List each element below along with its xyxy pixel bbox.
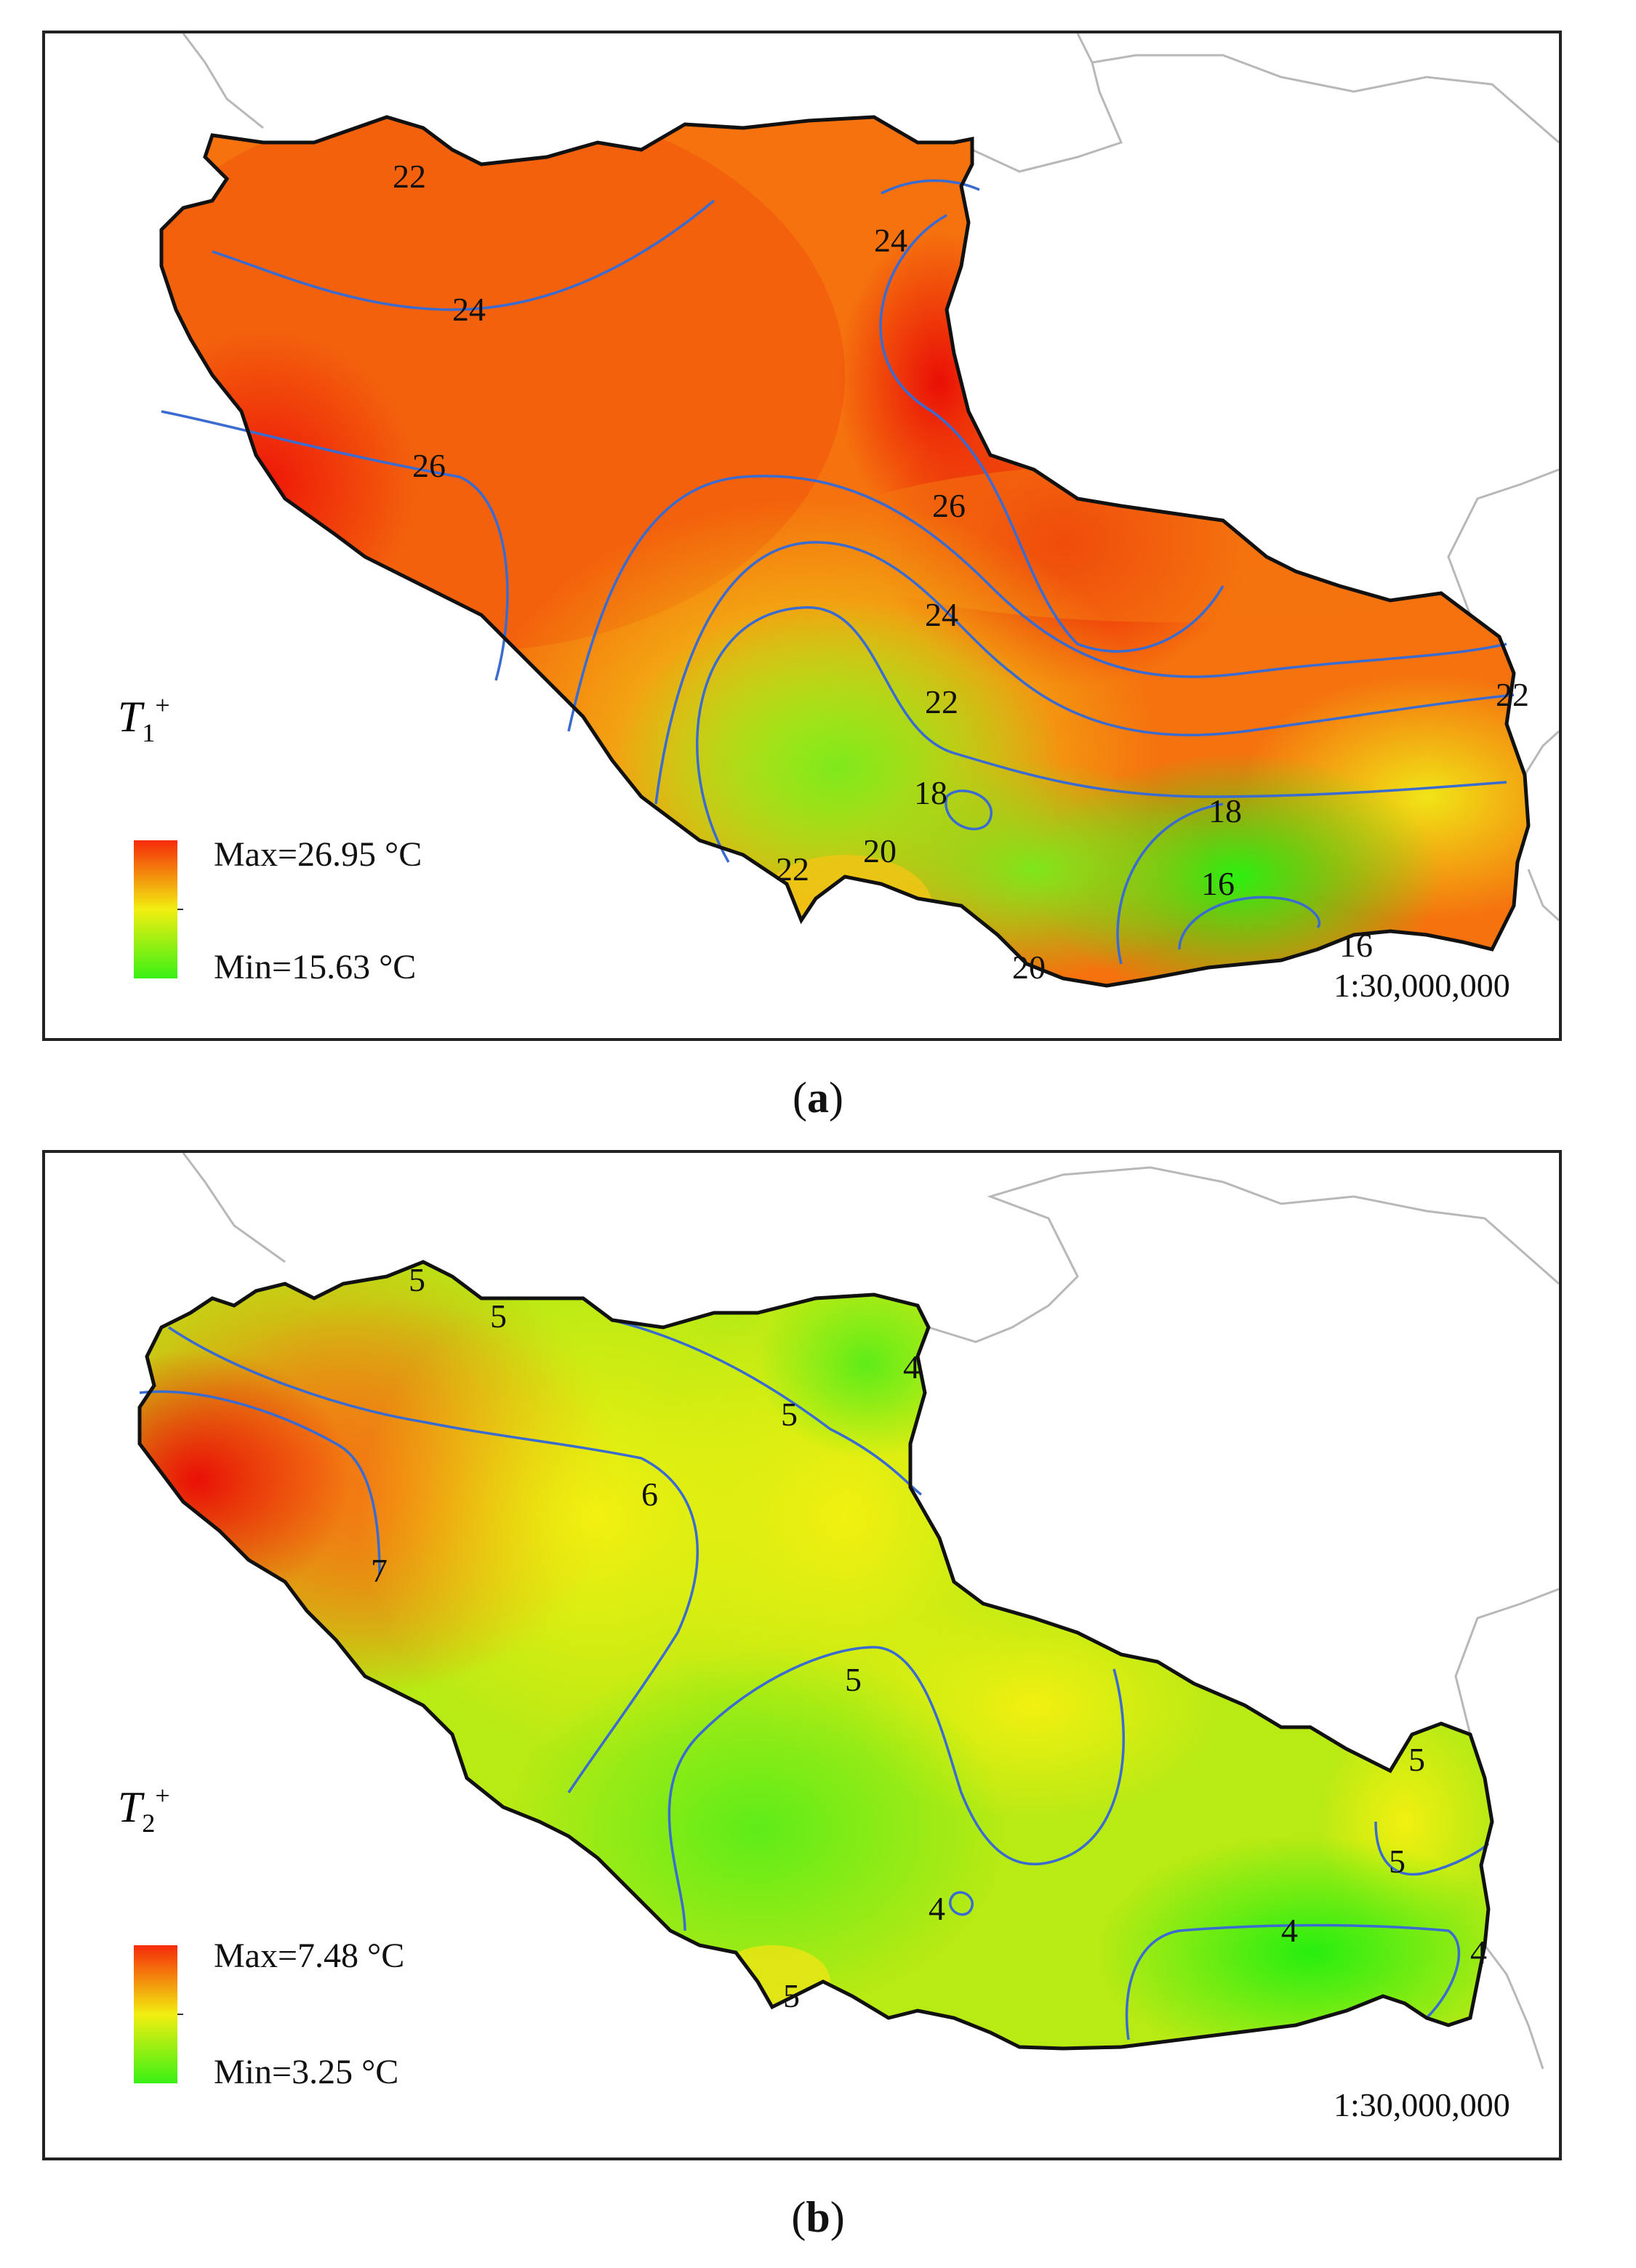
contour-label: 5 [1408, 1741, 1425, 1778]
legend-min-a: Min=15.63 °C [214, 948, 416, 986]
legend-color-bar-b [134, 1945, 177, 2083]
legend-max-a: Max=26.95 °C [214, 835, 422, 874]
contour-label: 4 [1281, 1912, 1298, 1949]
parameter-label-b: T2+ [118, 1781, 170, 1838]
contour-label: 18 [914, 774, 947, 811]
map-b: 5 5 4 5 6 7 5 5 5 4 4 4 5 T2+ Max=7.48 °… [118, 1153, 1559, 2123]
contour-label: 4 [903, 1348, 920, 1386]
contour-label: 4 [929, 1890, 945, 1927]
contour-label: 5 [783, 1977, 800, 2014]
contour-label: 26 [932, 487, 966, 524]
contour-label: 6 [641, 1476, 658, 1513]
caption-b: (b) [791, 2193, 845, 2241]
contour-label: 20 [1012, 949, 1046, 986]
map-scale-a: 1:30,000,000 [1334, 967, 1510, 1004]
neighbor-borders [182, 1153, 1559, 2070]
contour-lines-a [161, 179, 1515, 965]
contour-label: 5 [845, 1661, 862, 1698]
contour-label: 22 [776, 850, 809, 888]
contour-labels-a: 22 24 24 26 26 24 22 22 18 20 22 18 16 1… [393, 158, 1529, 986]
map-a: 22 24 24 26 26 24 22 22 18 20 22 18 16 1… [118, 33, 1559, 1004]
contour-label: 26 [412, 447, 446, 484]
contour-label: 20 [863, 832, 897, 869]
contour-label: 18 [1208, 792, 1242, 829]
contour-labels-b: 5 5 4 5 6 7 5 5 5 4 4 4 5 [371, 1261, 1487, 2014]
contour-label: 22 [925, 683, 958, 720]
legend-color-bar-a [134, 840, 177, 978]
contour-label: 24 [925, 596, 958, 633]
contour-label: 16 [1201, 865, 1235, 902]
legend-min-b: Min=3.25 °C [214, 2053, 398, 2091]
contour-label: 16 [1339, 927, 1373, 964]
map-panel-b: 5 5 4 5 6 7 5 5 5 4 4 4 5 T2+ Max=7.48 °… [42, 1150, 1562, 2160]
parameter-label-a: T1+ [118, 691, 170, 747]
contour-label: 5 [781, 1396, 798, 1433]
neighbor-borders [182, 33, 1559, 922]
contour-label: 5 [409, 1261, 425, 1298]
map-panel-a: 22 24 24 26 26 24 22 22 18 20 22 18 16 1… [42, 31, 1562, 1041]
legend-max-b: Max=7.48 °C [214, 1937, 404, 1975]
contour-label: 5 [1389, 1843, 1406, 1880]
map-scale-b: 1:30,000,000 [1334, 2086, 1510, 2123]
contour-label: 7 [371, 1552, 388, 1589]
contour-lines-b [139, 1319, 1490, 2040]
contour-label: 22 [393, 158, 426, 195]
contour-label: 22 [1496, 676, 1529, 713]
caption-a: (a) [793, 1074, 843, 1122]
contour-label: 24 [874, 222, 907, 259]
contour-label: 5 [490, 1298, 507, 1335]
contour-label: 24 [452, 291, 486, 328]
contour-label: 4 [1470, 1934, 1487, 1971]
